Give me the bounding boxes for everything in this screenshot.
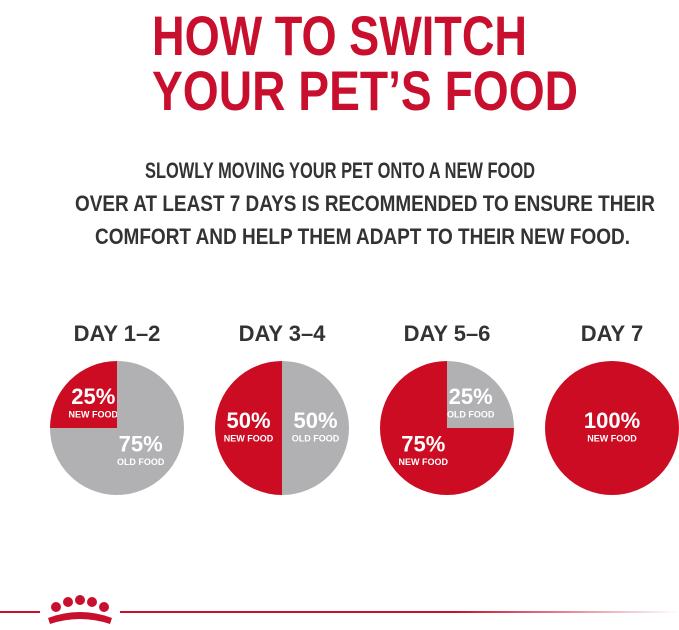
- pie-slice: [282, 361, 349, 495]
- pie-slice: [447, 361, 514, 428]
- value-label: 25%: [71, 384, 115, 409]
- value-label: 75%: [119, 432, 163, 457]
- pie-title: DAY 7: [581, 321, 643, 346]
- pie-title: DAY 5–6: [404, 321, 491, 346]
- value-label: 25%: [449, 384, 493, 409]
- pie-slice: [50, 361, 184, 495]
- category-label: OLD FOOD: [117, 457, 165, 467]
- pie-slice: [215, 361, 282, 495]
- pie-slice: [50, 361, 117, 428]
- pie-title: DAY 3–4: [239, 321, 327, 346]
- intro-line: SLOWLY MOVING YOUR PET ONTO A NEW FOOD: [145, 158, 535, 183]
- category-label: NEW FOOD: [69, 410, 119, 420]
- category-label: OLD FOOD: [292, 433, 340, 443]
- value-label: 50%: [293, 408, 337, 433]
- value-label: 75%: [401, 432, 445, 457]
- title-line: HOW TO SWITCH: [152, 4, 527, 67]
- intro-line: COMFORT AND HELP THEM ADAPT TO THEIR NEW…: [95, 224, 630, 249]
- pie-title: DAY 1–2: [74, 321, 161, 346]
- value-label: 50%: [226, 408, 270, 433]
- intro-line: OVER AT LEAST 7 DAYS IS RECOMMENDED TO E…: [75, 191, 655, 216]
- category-label: NEW FOOD: [399, 457, 449, 467]
- category-label: NEW FOOD: [224, 433, 274, 443]
- pie-slice: [545, 361, 679, 495]
- footer-logo: [0, 595, 679, 624]
- value-label: 100%: [584, 408, 640, 433]
- category-label: OLD FOOD: [447, 410, 495, 420]
- title-line: YOUR PET’S FOOD: [152, 59, 578, 122]
- category-label: NEW FOOD: [587, 433, 637, 443]
